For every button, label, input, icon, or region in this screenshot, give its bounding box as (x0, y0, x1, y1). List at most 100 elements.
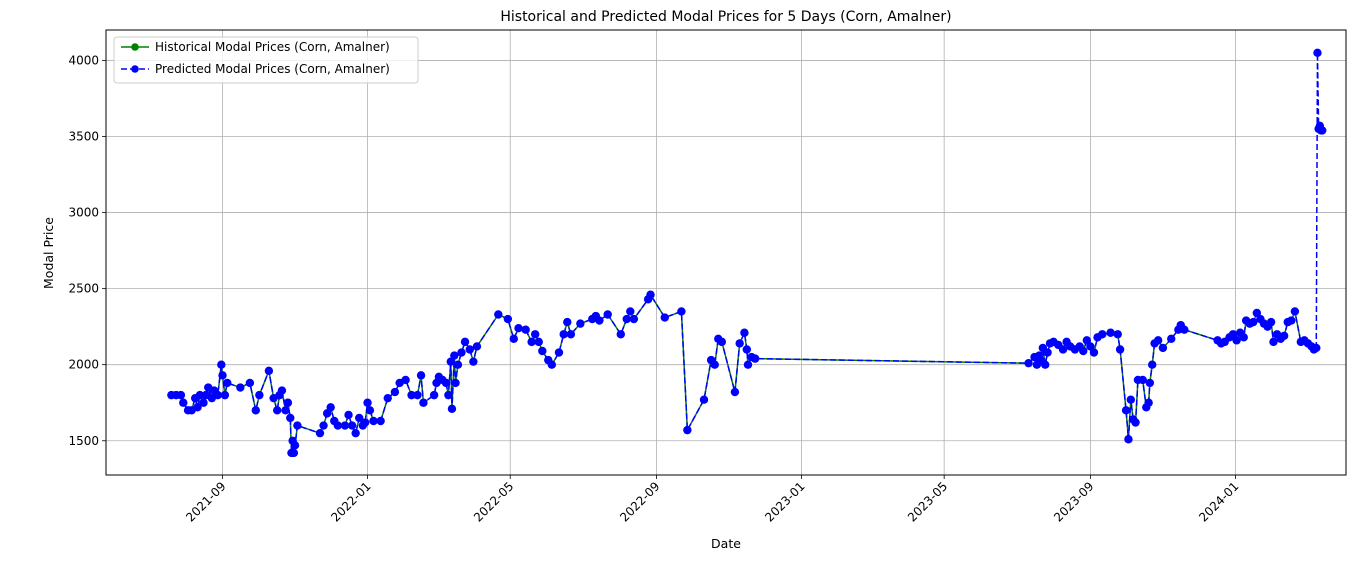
historical-point (255, 390, 264, 400)
historical-point (530, 330, 540, 339)
historical-point (472, 342, 482, 351)
legend: Historical Modal Prices (Corn, Amalner) … (113, 36, 419, 84)
historical-point (1079, 346, 1088, 356)
historical-point (290, 441, 300, 450)
historical-point (1148, 360, 1157, 369)
historical-point (407, 390, 416, 400)
historical-point (383, 393, 392, 403)
x-tick-label: 2022-01 (328, 479, 373, 524)
historical-point (1249, 317, 1258, 327)
x-axis-label: Date (711, 536, 741, 551)
historical-point (283, 398, 293, 407)
x-tick-label: 2023-01 (762, 479, 807, 524)
historical-point (340, 421, 350, 430)
historical-point (1144, 398, 1153, 407)
historical-point (293, 421, 302, 430)
historical-point (272, 406, 282, 415)
historical-point (1082, 336, 1092, 345)
historical-point (401, 375, 410, 385)
historical-point (1158, 343, 1168, 353)
x-tick-label: 2022-05 (471, 479, 516, 524)
historical-point (742, 345, 752, 354)
historical-point (576, 319, 585, 328)
historical-point (220, 390, 230, 400)
predicted-point (1313, 48, 1322, 58)
x-axis: 2021-09 2022-01 2022-05 2022-09 2023-01 2023-… (183, 475, 1242, 525)
historical-point (1024, 358, 1033, 368)
historical-point (750, 354, 760, 363)
historical-point (199, 398, 208, 407)
historical-point (1239, 333, 1248, 342)
historical-point (281, 406, 290, 415)
historical-point (1312, 343, 1321, 353)
historical-point (547, 360, 557, 369)
historical-point (326, 403, 335, 412)
historical-point (1041, 360, 1050, 369)
historical-point (360, 418, 370, 427)
predicted-series-line (1315, 52, 1323, 348)
historical-point (717, 337, 727, 347)
historical-point (453, 360, 463, 369)
legend-box (113, 36, 419, 84)
historical-point (429, 390, 439, 400)
y-tick-label: 3000 (68, 206, 99, 220)
historical-point (509, 334, 518, 344)
x-tick-label: 2024-01 (1196, 479, 1241, 524)
historical-point (416, 371, 426, 380)
historical-point (1124, 435, 1133, 444)
historical-point (1058, 345, 1068, 354)
historical-point (1269, 337, 1278, 347)
historical-point (446, 357, 455, 366)
historical-point (1290, 307, 1300, 316)
series-layer (167, 48, 1327, 458)
historical-point (447, 404, 457, 414)
y-tick-label: 2500 (68, 282, 99, 296)
historical-point (347, 421, 357, 430)
predicted-point (1318, 126, 1327, 135)
historical-point (176, 390, 186, 400)
y-tick-label: 2000 (68, 358, 99, 372)
historical-point (193, 403, 202, 412)
historical-point (1153, 336, 1163, 345)
chart-title: Historical and Predicted Modal Prices fo… (500, 9, 951, 25)
x-tick-label: 2023-05 (905, 479, 950, 524)
legend-predicted-label: Predicted Modal Prices (Corn, Amalner) (155, 62, 390, 76)
historical-point (683, 425, 692, 435)
historical-point (534, 337, 543, 347)
historical-point (333, 421, 343, 430)
historical-point (218, 371, 227, 380)
historical-point (217, 360, 226, 369)
historical-point (1138, 375, 1147, 385)
historical-point (1113, 330, 1122, 339)
historical-point (286, 413, 295, 423)
historical-point (315, 428, 325, 438)
historical-point (419, 398, 428, 407)
y-axis: 1500 2000 2500 3000 3500 4000 (68, 53, 106, 448)
historical-point (322, 409, 332, 418)
x-tick-label: 2023-09 (1051, 479, 1096, 524)
historical-point (622, 314, 631, 324)
historical-point (1145, 378, 1155, 388)
historical-point (743, 360, 753, 369)
historical-point (319, 421, 328, 430)
historical-point (735, 339, 744, 348)
historical-point (503, 314, 513, 324)
historical-point (179, 398, 188, 407)
historical-point (538, 346, 547, 356)
historical-point (236, 383, 245, 392)
y-tick-label: 4000 (68, 53, 99, 67)
historical-point (469, 357, 478, 366)
historical-point (365, 406, 375, 415)
historical-point (677, 307, 686, 316)
x-tick-label: 2021-09 (183, 479, 228, 524)
historical-point (1121, 406, 1131, 415)
historical-point (1279, 331, 1289, 340)
historical-point (1126, 395, 1136, 404)
historical-point (441, 378, 451, 388)
historical-point (559, 330, 568, 339)
historical-point (289, 448, 299, 458)
historical-point (595, 316, 604, 325)
historical-point (521, 325, 530, 334)
historical-point (1266, 317, 1276, 327)
